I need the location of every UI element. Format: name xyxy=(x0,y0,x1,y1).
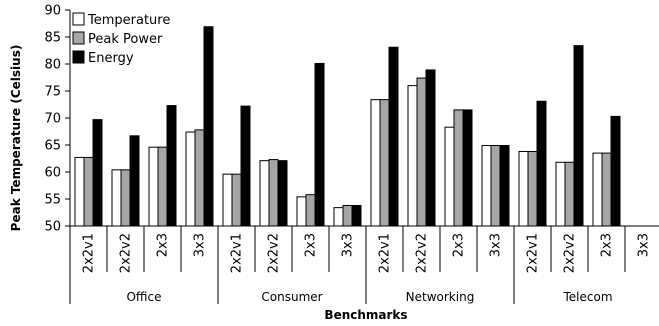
bar xyxy=(185,131,196,227)
legend-swatch xyxy=(72,12,85,26)
x-tick-label: 2x2v2 xyxy=(415,233,430,273)
bar xyxy=(416,77,427,227)
y-tick-label: 60 xyxy=(44,166,61,181)
bar xyxy=(203,26,214,227)
bar xyxy=(379,99,390,227)
bar xyxy=(370,99,381,227)
y-tick-label: 65 xyxy=(44,139,61,154)
y-tick-label: 80 xyxy=(44,58,61,73)
bar xyxy=(564,161,575,227)
y-tick-label: 70 xyxy=(44,112,61,127)
bar xyxy=(111,169,122,227)
x-tick-label: 2x2v2 xyxy=(563,233,578,273)
x-tick-label: 2x3 xyxy=(452,233,467,257)
y-axis-label: Peak Temperature (Celsius) xyxy=(9,45,23,232)
x-tick-label: 2x3 xyxy=(304,233,319,257)
x-tick-label: 2x3 xyxy=(156,233,171,257)
x-tick-label: 3x3 xyxy=(193,233,208,257)
bar xyxy=(92,119,103,227)
legend-swatch xyxy=(72,31,85,45)
bar xyxy=(277,160,288,227)
bar xyxy=(425,69,436,227)
bar xyxy=(453,109,464,227)
bar xyxy=(166,105,177,227)
bar xyxy=(305,194,316,227)
group-label: Consumer xyxy=(261,290,322,304)
ticks: 50 55 60 65 70 75 80 85 90 Office Consumer Networki… xyxy=(44,4,651,305)
group-label: Office xyxy=(126,290,161,304)
bar xyxy=(268,159,279,227)
x-tick-label: 3x3 xyxy=(637,233,652,257)
bar xyxy=(573,45,584,227)
bar xyxy=(231,173,242,227)
bar xyxy=(157,146,168,227)
x-tick-label: 3x3 xyxy=(341,233,356,257)
bar xyxy=(351,204,362,227)
x-tick-label: 2x2v1 xyxy=(378,233,393,273)
bar xyxy=(518,150,529,227)
bar xyxy=(240,105,251,227)
bar xyxy=(462,109,473,227)
bar xyxy=(536,100,547,227)
group-label: Networking xyxy=(406,290,475,304)
legend-swatch xyxy=(72,50,85,64)
group-label: Telecom xyxy=(562,290,612,304)
bar xyxy=(194,129,205,227)
bar xyxy=(444,126,455,227)
bar xyxy=(259,160,270,227)
x-axis-label: Benchmarks xyxy=(324,308,407,322)
bar xyxy=(601,152,612,227)
bar xyxy=(592,152,603,227)
bar xyxy=(314,62,325,227)
bar xyxy=(407,85,418,227)
x-tick-label: 2x2v1 xyxy=(230,233,245,273)
legend-label: Peak Power xyxy=(88,32,163,47)
bar xyxy=(148,146,159,227)
bar xyxy=(499,145,510,227)
y-tick-label: 55 xyxy=(44,193,61,208)
y-tick-label: 90 xyxy=(44,4,61,19)
bar xyxy=(222,173,233,227)
x-tick-label: 2x3 xyxy=(600,233,615,257)
bar xyxy=(555,161,566,227)
bar xyxy=(388,46,399,227)
legend-label: Energy xyxy=(88,51,134,66)
bar xyxy=(527,150,538,227)
legend-label: Temperature xyxy=(87,13,170,28)
y-tick-label: 75 xyxy=(44,85,61,100)
x-tick-label: 2x2v1 xyxy=(82,233,97,273)
bar xyxy=(120,169,131,227)
bar xyxy=(129,135,140,227)
y-tick-label: 85 xyxy=(44,31,61,46)
bar xyxy=(490,145,501,227)
bar xyxy=(481,145,492,227)
bar xyxy=(74,156,85,227)
bar xyxy=(83,156,94,227)
bar xyxy=(610,115,621,227)
legend: Temperature Peak Power Energy xyxy=(72,12,170,66)
y-tick-label: 50 xyxy=(44,220,61,235)
bar xyxy=(296,196,307,227)
bar xyxy=(342,204,353,227)
x-tick-label: 2x2v2 xyxy=(119,233,134,273)
bar xyxy=(333,207,344,227)
x-tick-label: 3x3 xyxy=(489,233,504,257)
x-tick-label: 2x2v2 xyxy=(267,233,282,273)
x-tick-label: 2x2v1 xyxy=(526,233,541,273)
bars xyxy=(74,26,621,227)
